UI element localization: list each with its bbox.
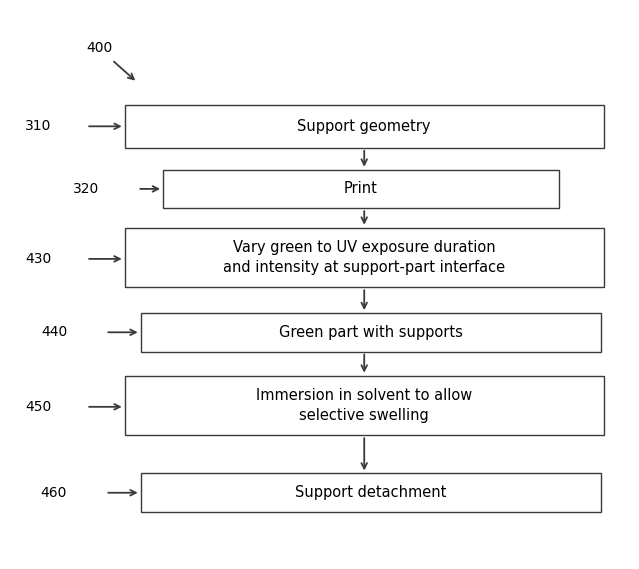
- Text: Print: Print: [344, 182, 378, 196]
- FancyBboxPatch shape: [141, 313, 601, 352]
- Text: Immersion in solvent to allow
selective swelling: Immersion in solvent to allow selective …: [256, 388, 472, 423]
- FancyBboxPatch shape: [163, 170, 559, 208]
- Text: Support detachment: Support detachment: [295, 485, 446, 500]
- Text: 430: 430: [25, 252, 51, 266]
- Text: Green part with supports: Green part with supports: [279, 325, 463, 340]
- Text: Vary green to UV exposure duration
and intensity at support-part interface: Vary green to UV exposure duration and i…: [223, 240, 505, 275]
- Text: 450: 450: [25, 400, 51, 414]
- Text: 320: 320: [73, 182, 99, 196]
- FancyBboxPatch shape: [125, 228, 604, 287]
- FancyBboxPatch shape: [141, 473, 601, 512]
- Text: 310: 310: [25, 119, 51, 133]
- FancyBboxPatch shape: [125, 105, 604, 148]
- Text: Support geometry: Support geometry: [298, 119, 431, 134]
- FancyBboxPatch shape: [125, 376, 604, 435]
- Text: 440: 440: [41, 325, 67, 339]
- Text: 460: 460: [41, 486, 67, 500]
- Text: 400: 400: [86, 42, 112, 55]
